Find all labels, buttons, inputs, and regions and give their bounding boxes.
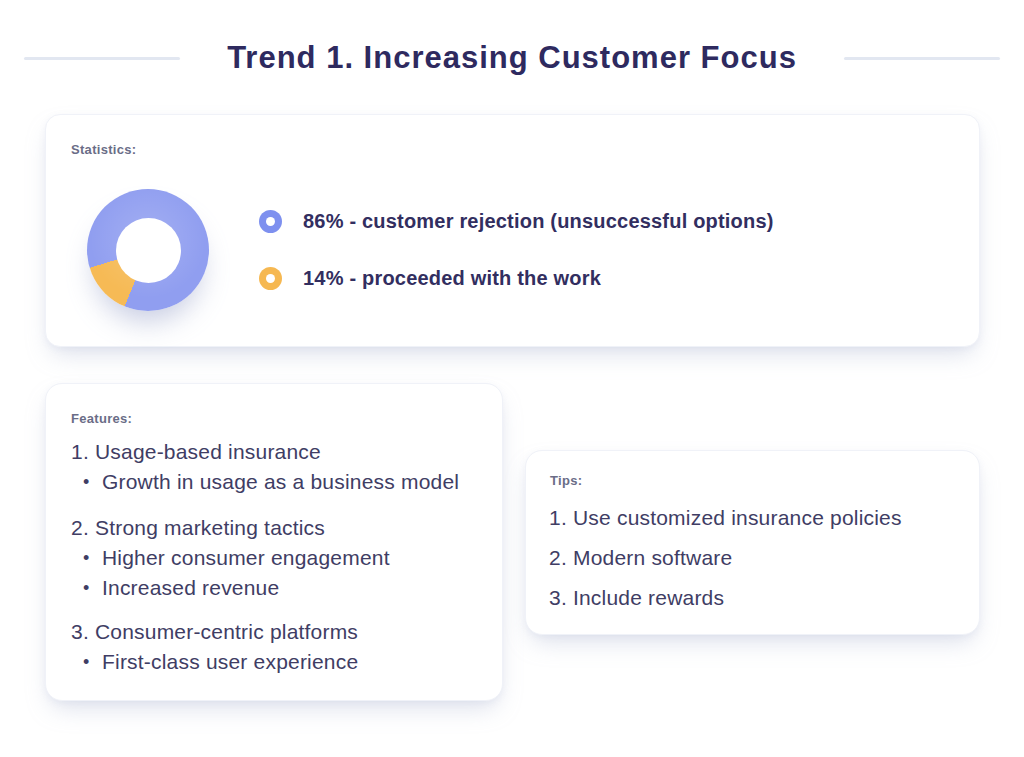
title-decor-line-right <box>844 57 1000 60</box>
features-card: Features: 1. Usage-based insurance Growt… <box>45 383 503 701</box>
feature-bullet: Higher consumer engagement <box>71 543 496 573</box>
feature-title: 1. Usage-based insurance <box>71 437 496 467</box>
tips-list: 1. Use customized insurance policies 2. … <box>549 503 973 613</box>
feature-title: 2. Strong marketing tactics <box>71 513 496 543</box>
features-label: Features: <box>71 411 132 426</box>
legend-text: 86% - customer rejection (unsuccessful o… <box>303 210 774 233</box>
legend-text: 14% - proceeded with the work <box>303 267 601 290</box>
title-decor-line-left <box>24 57 180 60</box>
statistics-label: Statistics: <box>71 142 136 157</box>
tips-card: Tips: 1. Use customized insurance polici… <box>525 450 980 635</box>
features-list: 1. Usage-based insurance Growth in usage… <box>71 437 496 677</box>
tip-item: 2. Modern software <box>549 543 973 573</box>
statistics-card: Statistics: 86% - customer rejection (un… <box>45 114 980 347</box>
legend-orange-dot-icon <box>259 267 282 290</box>
tips-label: Tips: <box>550 473 582 488</box>
feature-title: 3. Consumer-centric platforms <box>71 617 496 647</box>
legend-item: 14% - proceeded with the work <box>259 267 601 290</box>
feature-group: 2. Strong marketing tactics Higher consu… <box>71 513 496 603</box>
legend-item: 86% - customer rejection (unsuccessful o… <box>259 210 774 233</box>
donut-chart <box>87 189 209 311</box>
legend-blue-dot-icon <box>259 210 282 233</box>
feature-bullet: First-class user experience <box>71 647 496 677</box>
feature-group: 1. Usage-based insurance Growth in usage… <box>71 437 496 497</box>
tip-item: 1. Use customized insurance policies <box>549 503 973 533</box>
feature-group: 3. Consumer-centric platforms First-clas… <box>71 617 496 677</box>
feature-bullet: Growth in usage as a business model <box>71 467 496 497</box>
feature-bullet: Increased revenue <box>71 573 496 603</box>
tip-item: 3. Include rewards <box>549 583 973 613</box>
